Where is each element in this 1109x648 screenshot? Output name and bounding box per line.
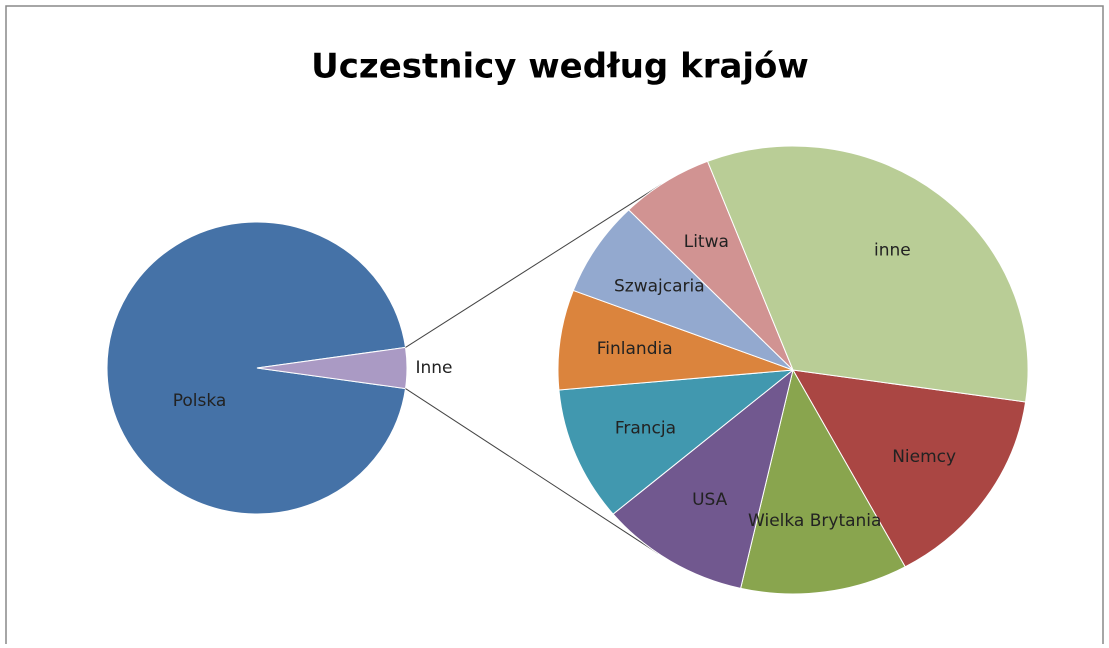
slice-label: Szwajcaria <box>614 277 705 297</box>
slice-label: Litwa <box>684 232 729 252</box>
pie-slice <box>706 145 1029 403</box>
pie-slice <box>612 368 794 589</box>
pie-slice <box>792 369 1027 568</box>
pie-slice <box>106 221 407 515</box>
connector-line <box>405 183 662 348</box>
chart-title: Uczestnicy według krajów <box>311 47 809 87</box>
slice-label: Wielka Brytania <box>748 511 881 531</box>
slice-label: Finlandia <box>597 339 673 359</box>
pie-slice <box>256 346 408 390</box>
slice-label: Polska <box>173 391 227 411</box>
connector-line <box>405 388 659 554</box>
slice-label: USA <box>692 490 728 510</box>
pie-slice <box>740 368 906 595</box>
slice-label: Francja <box>615 418 676 438</box>
slice-label: Niemcy <box>892 447 956 467</box>
pie-slice <box>557 289 794 391</box>
pie-slice <box>558 369 795 515</box>
slice-label: inne <box>874 241 911 261</box>
slice-label: Inne <box>415 358 452 378</box>
